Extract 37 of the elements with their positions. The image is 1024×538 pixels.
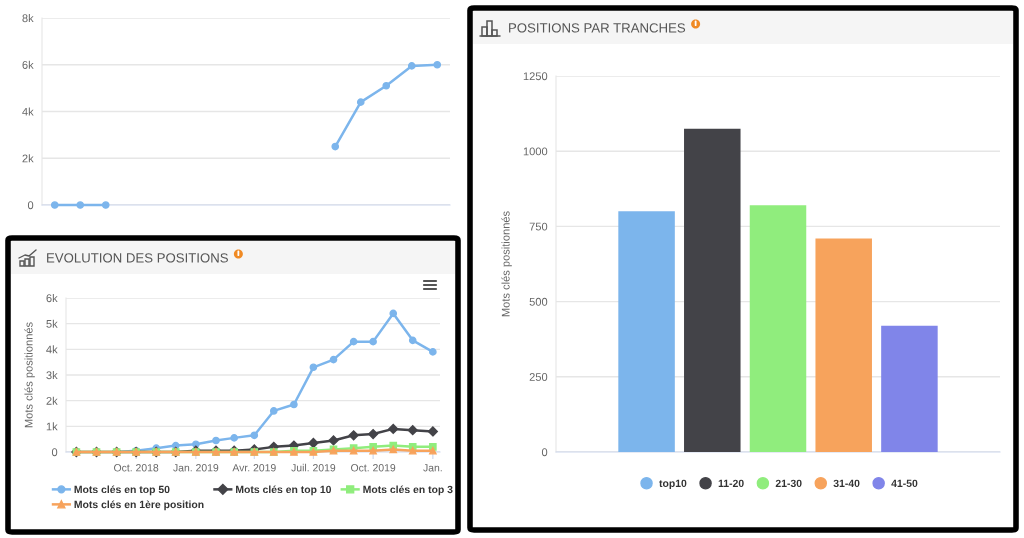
x-tick-label: Oct. 2019 — [351, 464, 396, 472]
legend-label: Mots clés en top 3 — [363, 485, 453, 496]
y-tick-label: 4k — [22, 107, 34, 116]
legend-label: 41-50 — [891, 479, 918, 488]
y-tick-label: 1k — [46, 422, 58, 431]
legend-label: 11-20 — [718, 479, 744, 488]
y-axis-title: Mots clés positionnés — [24, 322, 35, 428]
y-tick-label: 2k — [46, 396, 58, 405]
y-tick-label: 0 — [541, 448, 548, 457]
x-tick-label: Avr. 2019 — [232, 464, 276, 472]
chart-title: EVOLUTION DES POSITIONS — [47, 253, 228, 263]
y-tick-label: 0 — [51, 448, 58, 457]
y-tick-label: 8k — [22, 13, 34, 23]
chart-title: POSITIONS PAR TRANCHES — [509, 23, 686, 33]
y-tick-label: 1000 — [523, 147, 548, 156]
legend-label: Mots clés en top 50 — [74, 485, 170, 496]
y-tick-label: 6k — [46, 293, 58, 303]
x-tick-label: Jan. — [423, 464, 442, 472]
y-tick-label: 4k — [46, 345, 58, 354]
x-tick-label: Juil. 2019 — [291, 463, 336, 472]
x-tick-label: Oct. 2018 — [114, 464, 159, 472]
y-axis-title: Mots clés positionnés — [501, 211, 512, 317]
y-tick-label: 5k — [46, 319, 58, 328]
legend-label: Mots clés en top 10 — [236, 485, 332, 496]
legend-label: top10 — [659, 479, 687, 490]
y-tick-label: 6k — [22, 60, 34, 69]
x-tick-label: Jan. 2019 — [173, 464, 219, 472]
y-tick-label: 3k — [46, 370, 58, 380]
y-tick-label: 2k — [22, 154, 34, 163]
y-tick-label: 1250 — [523, 72, 548, 81]
y-tick-label: 250 — [529, 373, 548, 381]
y-tick-label: 0 — [27, 201, 34, 210]
legend-label: 31-40 — [833, 479, 860, 488]
y-tick-label: 500 — [529, 297, 548, 306]
legend-label: Mots clés en 1ère position — [74, 500, 204, 511]
legend-label: 21-30 — [775, 479, 802, 488]
y-tick-label: 750 — [529, 222, 548, 231]
